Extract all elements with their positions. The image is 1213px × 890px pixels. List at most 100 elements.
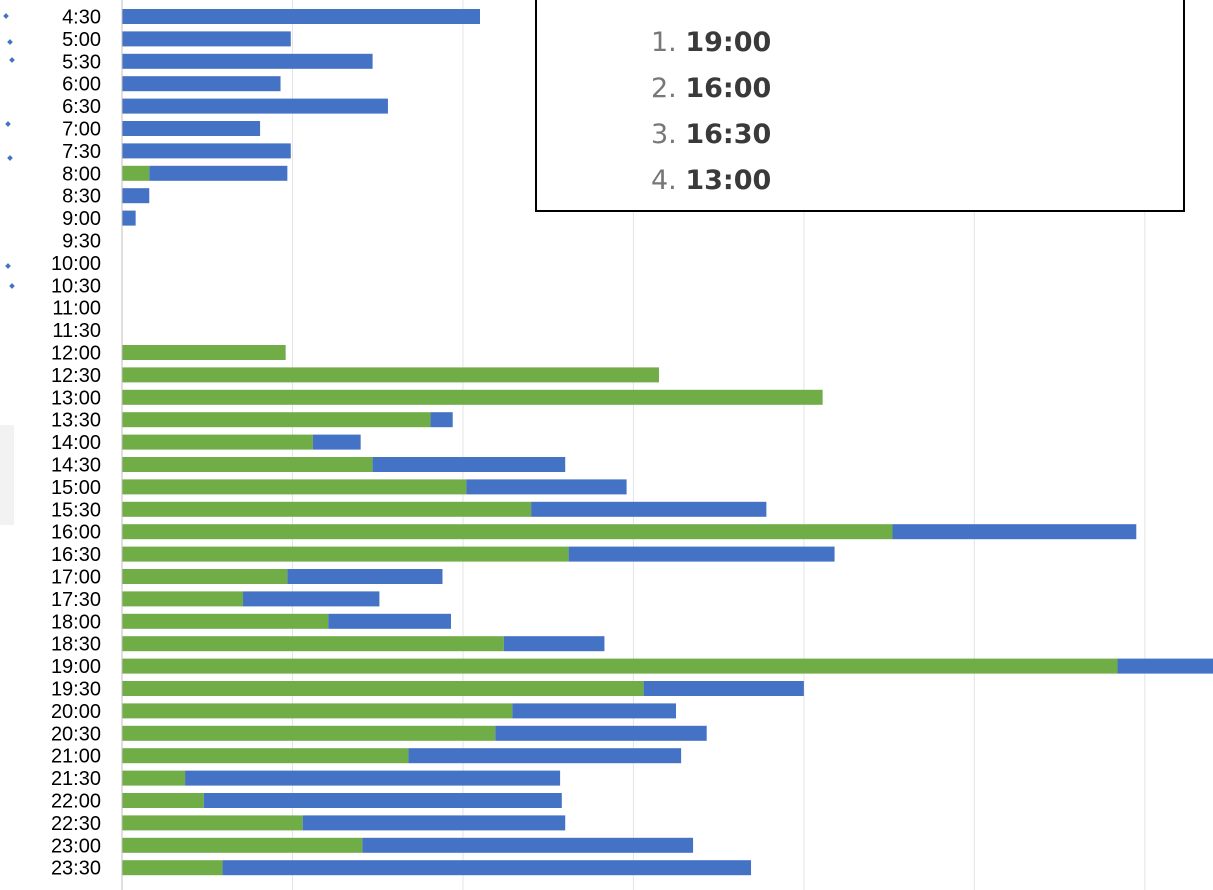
bar-segment: [302, 815, 566, 831]
bar-segment: [466, 479, 627, 495]
bar-segment: [122, 501, 532, 517]
bar-segment: [122, 457, 373, 472]
bar-segment: [243, 591, 380, 607]
category-label: 6:00: [62, 74, 101, 96]
bar-segment: [149, 165, 288, 181]
category-label: 23:30: [51, 858, 101, 880]
category-label: 15:00: [51, 477, 101, 499]
category-label: 21:30: [51, 768, 101, 790]
bar-segment: [122, 53, 373, 69]
category-label: 10:30: [51, 275, 101, 297]
bar-segment: [122, 9, 480, 24]
bar-segment: [122, 412, 431, 428]
category-label: 7:30: [62, 141, 101, 163]
category-label: 19:30: [51, 679, 101, 701]
category-label: 13:00: [51, 387, 101, 409]
bar-segment: [122, 31, 291, 47]
bar-segment: [122, 837, 363, 853]
rank-number: 1.: [651, 27, 677, 58]
rank-time: 16:30: [685, 119, 772, 150]
bar-segment: [328, 613, 452, 629]
bar-segment: [122, 613, 329, 629]
bar-segment: [122, 479, 467, 495]
category-label: 19:00: [51, 656, 101, 678]
category-label: 12:30: [51, 365, 101, 387]
rank-time: 19:00: [685, 27, 772, 58]
bar-segment: [122, 658, 1118, 674]
side-panel-fragment: [0, 425, 14, 525]
category-label: 5:00: [62, 29, 101, 51]
bar-segment: [122, 793, 204, 808]
bar-segment: [122, 703, 513, 719]
category-label: 8:30: [62, 186, 101, 208]
bar-segment: [122, 367, 659, 383]
bar-segment: [531, 501, 767, 517]
bar-segment: [122, 76, 281, 92]
category-label: 9:30: [62, 231, 101, 253]
category-label: 7:00: [62, 119, 101, 141]
bar-segment: [203, 793, 562, 808]
bar-segment: [122, 725, 496, 741]
category-label: 21:00: [51, 746, 101, 768]
ranking-box: 1. 19:00 2. 16:00 3. 16:30 4. 13:00: [535, 0, 1185, 212]
ranking-item: 1. 19:00: [651, 24, 771, 70]
bar-segment: [122, 748, 409, 764]
category-label: 23:00: [51, 835, 101, 857]
bar-segment: [122, 121, 261, 136]
bar-segment: [122, 591, 244, 607]
bar-segment: [362, 837, 694, 853]
rank-number: 3.: [651, 119, 677, 150]
bar-segment: [122, 524, 893, 540]
bar-segment: [408, 748, 682, 764]
category-label: 6:30: [62, 96, 101, 118]
category-label: 17:00: [51, 567, 101, 589]
bar-segment: [430, 412, 453, 428]
category-label: 14:30: [51, 455, 101, 477]
bar-segment: [222, 860, 752, 876]
category-label: 5:30: [62, 51, 101, 73]
category-label: 11:00: [52, 298, 101, 320]
bar-segment: [122, 210, 136, 226]
bar-segment: [122, 770, 186, 786]
bar-segment: [892, 524, 1137, 540]
bar-segment: [122, 165, 150, 181]
bar-segment: [372, 457, 566, 472]
bar-segment: [122, 345, 286, 360]
category-label: 11:30: [52, 320, 101, 342]
bar-segment: [122, 188, 150, 204]
rank-time: 16:00: [685, 73, 772, 104]
bar-segment: [122, 389, 823, 405]
category-label: 8:00: [62, 163, 101, 185]
category-label: 20:00: [51, 701, 101, 723]
category-label: 20:30: [51, 723, 101, 745]
ranking-item: 4. 13:00: [651, 162, 771, 208]
category-label: 16:00: [51, 522, 101, 544]
category-label: 14:00: [51, 432, 101, 454]
category-label: 18:30: [51, 634, 101, 656]
rank-number: 2.: [651, 73, 677, 104]
bar-segment: [512, 703, 677, 719]
bar-segment: [122, 636, 504, 652]
bar-segment: [122, 860, 223, 876]
rank-time: 13:00: [685, 165, 772, 196]
category-label: 13:30: [51, 410, 101, 432]
bar-segment: [122, 143, 291, 159]
bar-segment: [287, 569, 443, 584]
category-label: 18:00: [51, 611, 101, 633]
bar-segment: [503, 636, 605, 652]
category-label: 17:30: [51, 589, 101, 611]
bar-segment: [568, 546, 835, 562]
category-label: 22:30: [51, 813, 101, 835]
category-label: 15:30: [51, 499, 101, 521]
bar-segment: [122, 815, 303, 831]
category-label: 22:00: [51, 791, 101, 813]
category-label: 4:30: [62, 7, 101, 29]
bar-segment: [185, 770, 561, 786]
category-label: 10:00: [51, 253, 101, 275]
ranking-item: 2. 16:00: [651, 70, 771, 116]
bar-segment: [643, 681, 804, 696]
ranking-list: 1. 19:00 2. 16:00 3. 16:30 4. 13:00: [651, 24, 771, 208]
bar-segment: [122, 434, 313, 450]
category-label: 9:00: [62, 208, 101, 230]
